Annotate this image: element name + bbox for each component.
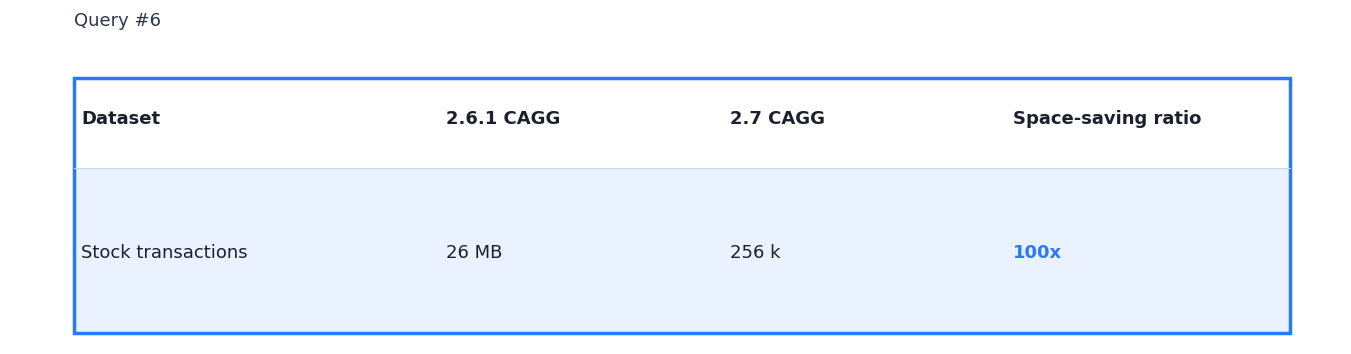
Text: 256 k: 256 k — [730, 244, 780, 262]
Text: 2.7 CAGG: 2.7 CAGG — [730, 110, 824, 127]
Text: 26 MB: 26 MB — [446, 244, 503, 262]
Text: 2.6.1 CAGG: 2.6.1 CAGG — [446, 110, 561, 127]
FancyBboxPatch shape — [74, 168, 1290, 333]
Text: Stock transactions: Stock transactions — [81, 244, 247, 262]
Text: 100x: 100x — [1013, 244, 1062, 262]
FancyBboxPatch shape — [74, 78, 1290, 168]
Text: Dataset: Dataset — [81, 110, 161, 127]
Text: Space-saving ratio: Space-saving ratio — [1013, 110, 1201, 127]
Text: Query #6: Query #6 — [74, 12, 161, 30]
